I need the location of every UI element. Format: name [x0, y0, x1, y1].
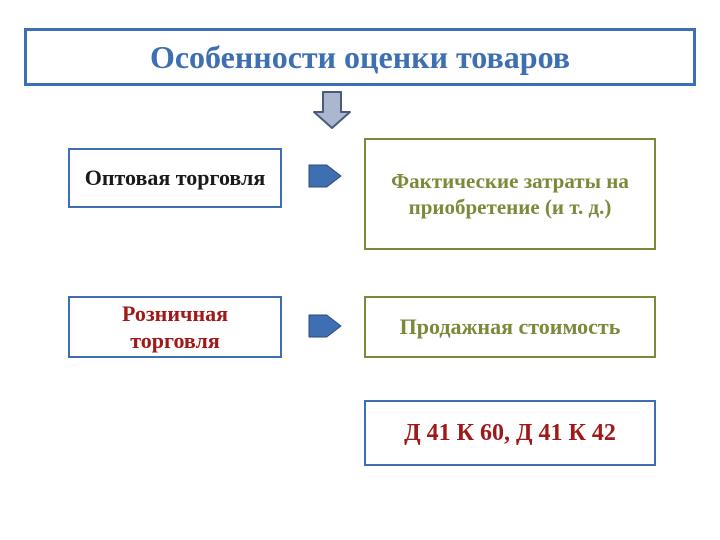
- row-0-arrow-icon: [308, 164, 342, 188]
- diagram-stage: Особенности оценки товаров Оптовая торго…: [0, 0, 720, 540]
- arrow-down-icon: [312, 90, 352, 130]
- row-0-left-box: Оптовая торговля: [68, 148, 282, 208]
- row-1-left-box: Розничная торговля: [68, 296, 282, 358]
- title-box: Особенности оценки товаров: [24, 28, 696, 86]
- row-0-right-box: Фактические затраты на приобретение (и т…: [364, 138, 656, 250]
- accounting-entry-box: Д 41 К 60, Д 41 К 42: [364, 400, 656, 466]
- row-1-arrow-icon: [308, 314, 342, 338]
- row-1-right-box: Продажная стоимость: [364, 296, 656, 358]
